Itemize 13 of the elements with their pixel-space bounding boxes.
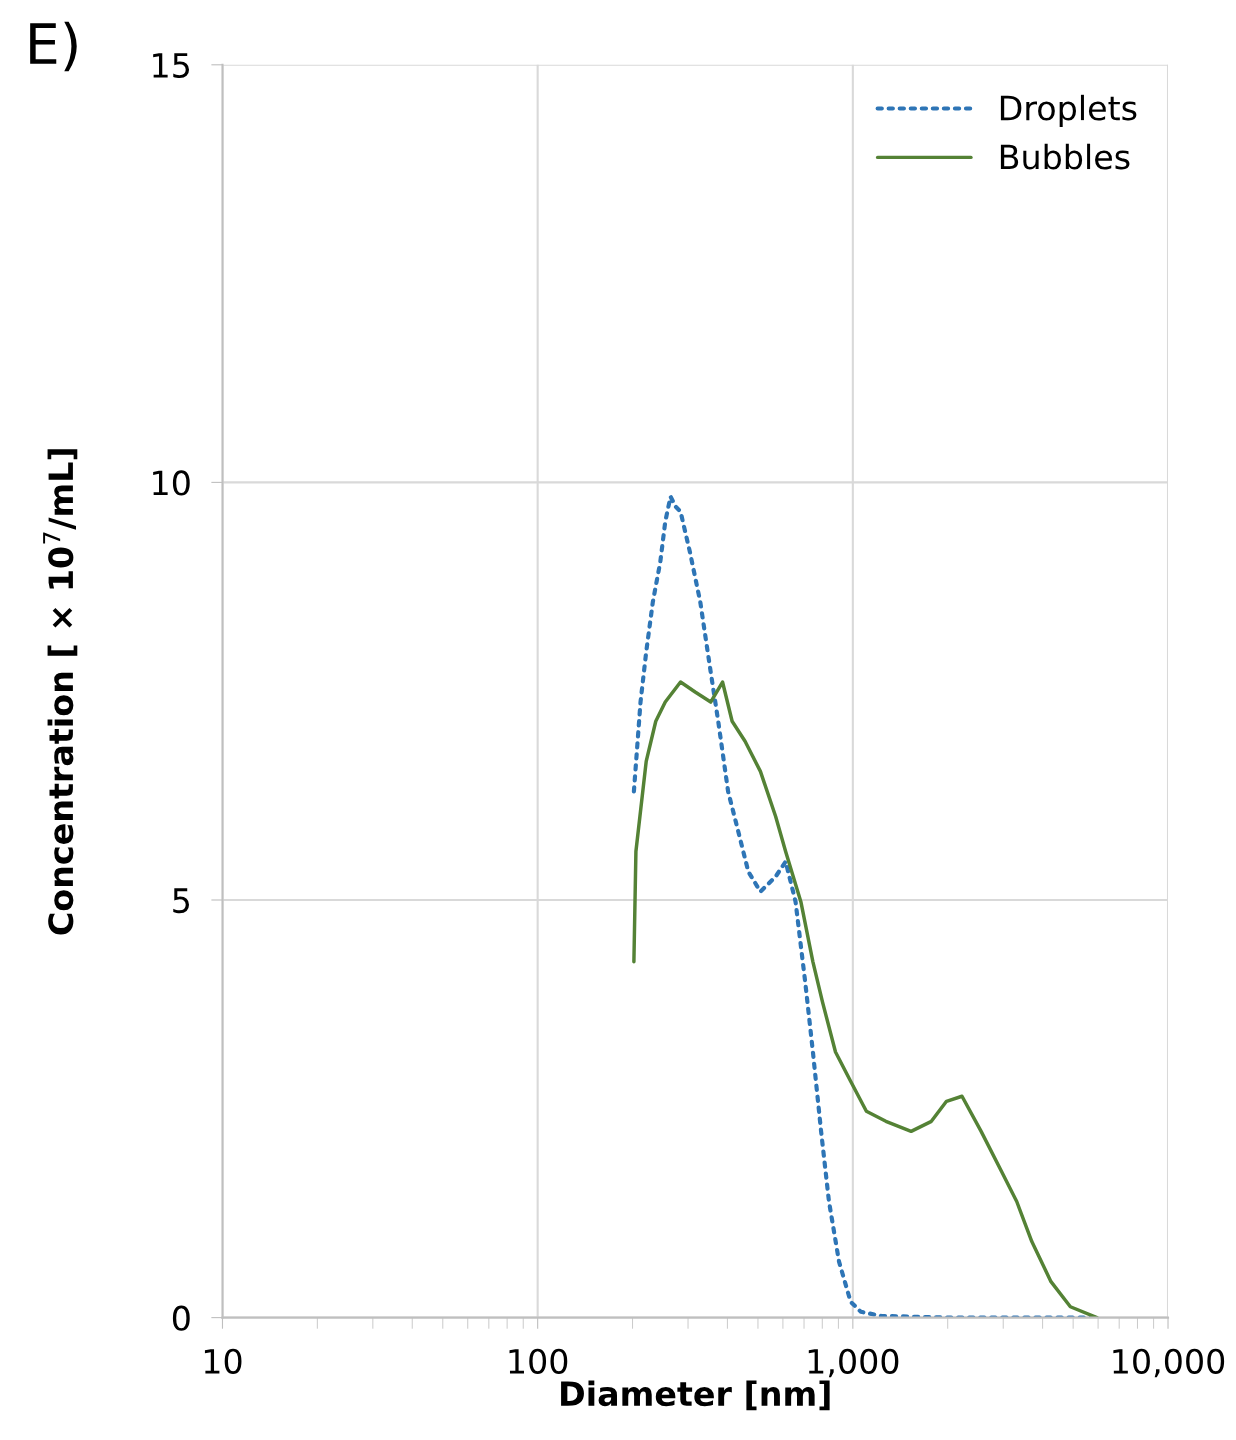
y-tick-label: 5 xyxy=(173,888,190,914)
y-tick-label: 15 xyxy=(153,53,190,78)
y-tick-label: 10 xyxy=(153,470,190,496)
chart-title: E) xyxy=(30,21,77,72)
x-tick-label: 1,000 xyxy=(808,1348,899,1378)
legend-label: Droplets xyxy=(1000,94,1137,128)
x-tick-label: 10 xyxy=(204,1348,242,1374)
y-tick-label: 0 xyxy=(172,1305,190,1331)
x-axis-title: Diameter [nm] xyxy=(561,1380,830,1411)
x-tick-label: 10,000 xyxy=(1113,1348,1225,1378)
y-axis-title: Concentration [ × 10$^{7}$/mL] xyxy=(43,449,78,935)
x-tick-label: 100 xyxy=(509,1348,568,1374)
legend-label: Bubbles xyxy=(1000,143,1130,170)
